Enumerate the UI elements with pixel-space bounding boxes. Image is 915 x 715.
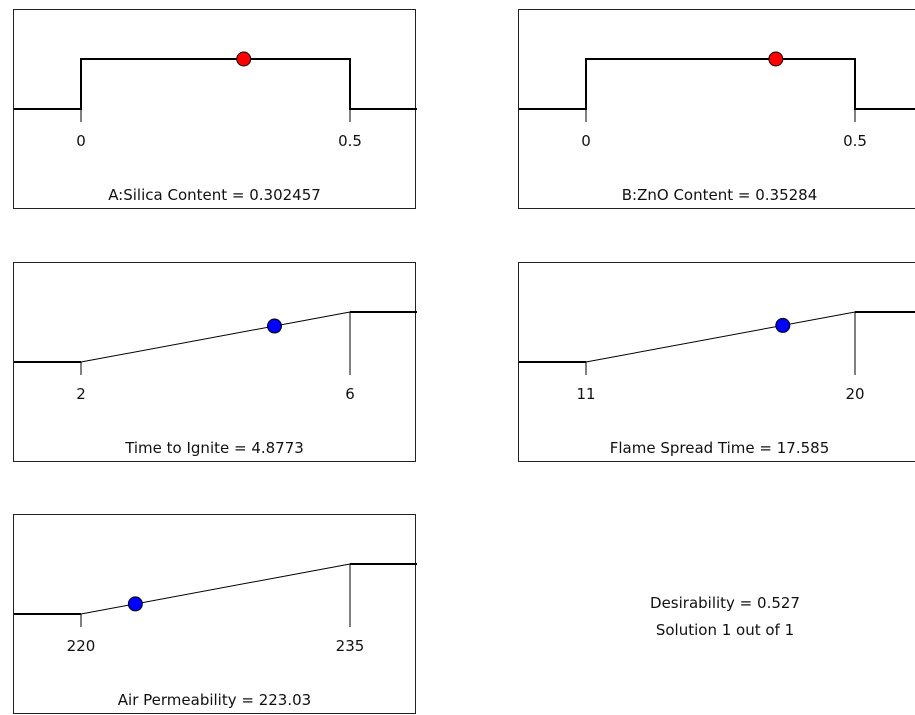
low-tick-label: 11 bbox=[576, 385, 596, 403]
silica-content-plot bbox=[14, 51, 417, 122]
solution-marker bbox=[768, 51, 784, 67]
air-permeability-plot bbox=[14, 563, 417, 627]
solution-marker bbox=[775, 317, 791, 333]
silica-content-panel: 0 0.5 A:Silica Content = 0.302457 bbox=[13, 9, 417, 209]
panel-caption: Flame Spread Time = 17.585 bbox=[609, 439, 830, 457]
low-tick-label: 0 bbox=[76, 132, 86, 150]
solution-marker bbox=[127, 596, 143, 612]
solution-summary: Desirability = 0.527 Solution 1 out of 1 bbox=[560, 590, 890, 644]
high-tick-label: 0.5 bbox=[843, 132, 867, 150]
desirability-curve bbox=[519, 58, 915, 110]
solution-text: Solution 1 out of 1 bbox=[655, 621, 795, 639]
low-tick-label: 0 bbox=[581, 132, 591, 150]
high-tick-label: 6 bbox=[345, 385, 355, 403]
ramp-line bbox=[80, 563, 351, 615]
desirability-curve bbox=[14, 58, 417, 110]
ramp-line bbox=[80, 311, 351, 363]
solution-marker bbox=[266, 318, 282, 334]
high-tick-label: 235 bbox=[335, 637, 365, 655]
desirability-text: Desirability = 0.527 bbox=[650, 594, 800, 612]
zno-content-panel: 0 0.5 B:ZnO Content = 0.35284 bbox=[518, 9, 915, 209]
flame-spread-time-panel: 11 20 Flame Spread Time = 17.585 bbox=[518, 262, 915, 462]
time-to-ignite-plot bbox=[14, 311, 417, 375]
zno-content-plot bbox=[519, 51, 915, 122]
panel-caption: Time to Ignite = 4.8773 bbox=[125, 439, 304, 457]
panel-caption: Air Permeability = 223.03 bbox=[117, 691, 312, 709]
panel-caption: B:ZnO Content = 0.35284 bbox=[621, 186, 818, 204]
high-tick-label: 0.5 bbox=[338, 132, 362, 150]
low-tick-label: 220 bbox=[66, 637, 96, 655]
panel-caption: A:Silica Content = 0.302457 bbox=[108, 186, 321, 204]
air-permeability-panel: 220 235 Air Permeability = 223.03 bbox=[13, 514, 417, 714]
solution-marker bbox=[236, 51, 252, 67]
ramp-line bbox=[585, 311, 856, 363]
time-to-ignite-panel: 2 6 Time to Ignite = 4.8773 bbox=[13, 262, 417, 462]
flame-spread-time-plot bbox=[519, 311, 915, 375]
high-tick-label: 20 bbox=[845, 385, 865, 403]
low-tick-label: 2 bbox=[76, 385, 86, 403]
